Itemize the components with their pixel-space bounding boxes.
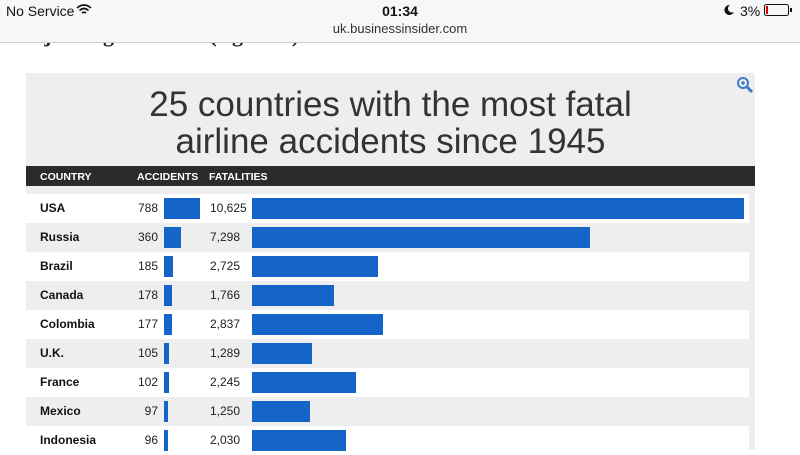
accidents-label: 185	[137, 259, 158, 273]
zoom-icon[interactable]	[736, 76, 754, 94]
fatalities-bar	[252, 285, 334, 306]
header-bar	[26, 166, 755, 186]
country-label: Brazil	[40, 259, 73, 273]
country-label: Colombia	[40, 317, 95, 331]
moon-icon	[724, 4, 734, 15]
chart-title-wrap: 25 countries with the most fatal airline…	[26, 86, 755, 160]
fatalities-bar	[252, 401, 310, 422]
fatalities-label: 2,030	[210, 433, 241, 447]
fatalities-bar	[252, 256, 379, 277]
fatalities-label: 7,298	[210, 230, 241, 244]
accidents-bar	[164, 227, 181, 248]
accidents-bar	[164, 401, 169, 422]
fatalities-bar	[252, 430, 346, 451]
fatalities-label: 1,289	[210, 346, 241, 360]
accidents-bar	[164, 343, 169, 364]
table-row	[26, 397, 749, 426]
fatalities-label: 1,766	[210, 288, 241, 302]
column-header: COUNTRY	[40, 171, 92, 183]
fatalities-bar	[252, 372, 356, 393]
chart-title: 25 countries with the most fatal airline…	[149, 85, 632, 161]
accidents-bar	[164, 430, 169, 451]
country-label: France	[40, 375, 80, 389]
country-label: Russia	[40, 230, 80, 244]
clock: 01:34	[382, 3, 418, 19]
fatalities-bar	[252, 314, 384, 335]
battery-level: 3%	[740, 3, 761, 19]
fatalities-label: 1,250	[210, 404, 241, 418]
country-label: Mexico	[40, 404, 81, 418]
battery-icon	[764, 4, 792, 16]
accidents-label: 178	[137, 288, 158, 302]
country-label: USA	[40, 201, 66, 215]
accidents-bar	[164, 256, 173, 277]
accidents-label: 360	[137, 230, 158, 244]
country-label: Canada	[40, 288, 84, 302]
fatalities-bar	[252, 343, 312, 364]
table-row	[26, 310, 749, 339]
fatalities-label: 2,837	[210, 317, 241, 331]
accidents-bar	[164, 198, 201, 219]
accidents-label: 788	[137, 201, 158, 215]
table-row	[26, 368, 749, 397]
accidents-label: 97	[144, 404, 158, 418]
fatalities-bar	[252, 227, 590, 248]
country-label: U.K.	[40, 346, 64, 360]
carrier: No Service	[6, 3, 75, 19]
table-row	[26, 339, 749, 368]
column-header: FATALITIES	[209, 171, 268, 183]
country-label: Indonesia	[40, 433, 97, 447]
accidents-label: 96	[144, 433, 158, 447]
accidents-label: 177	[137, 317, 158, 331]
column-header: ACCIDENTS	[137, 171, 199, 183]
accidents-label: 102	[137, 375, 158, 389]
table-row	[26, 281, 749, 310]
accidents-label: 105	[137, 346, 158, 360]
table-row	[26, 252, 749, 281]
fatalities-label: 10,625	[210, 201, 247, 215]
wifi-icon	[76, 4, 92, 14]
accidents-bar	[164, 285, 173, 306]
fatalities-label: 2,725	[210, 259, 241, 273]
fatalities-bar	[252, 198, 744, 219]
accidents-bar	[164, 314, 173, 335]
url[interactable]: uk.businessinsider.com	[332, 21, 468, 36]
status-bar: No Service 01:34 uk.businessinsider.com …	[0, 0, 800, 43]
accidents-bar	[164, 372, 169, 393]
fatalities-label: 2,245	[210, 375, 241, 389]
